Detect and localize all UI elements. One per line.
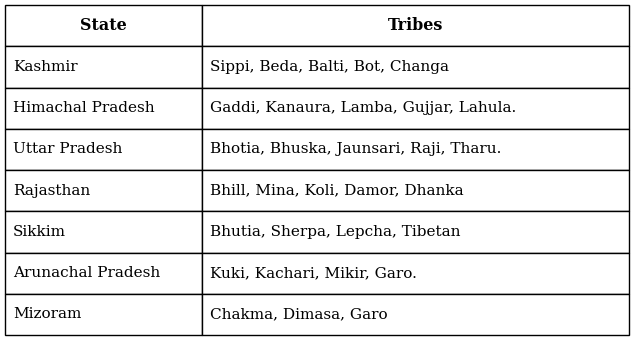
Text: Sikkim: Sikkim bbox=[13, 225, 66, 239]
Text: Himachal Pradesh: Himachal Pradesh bbox=[13, 101, 155, 115]
Text: Rajasthan: Rajasthan bbox=[13, 184, 90, 198]
Text: Gaddi, Kanaura, Lamba, Gujjar, Lahula.: Gaddi, Kanaura, Lamba, Gujjar, Lahula. bbox=[210, 101, 516, 115]
Text: State: State bbox=[80, 17, 127, 34]
Text: Tribes: Tribes bbox=[387, 17, 443, 34]
Bar bbox=[202, 211, 629, 253]
Text: Kashmir: Kashmir bbox=[13, 60, 77, 74]
Bar bbox=[5, 211, 202, 253]
Bar bbox=[202, 294, 629, 335]
Bar bbox=[5, 129, 202, 170]
Text: Sippi, Beda, Balti, Bot, Changa: Sippi, Beda, Balti, Bot, Changa bbox=[210, 60, 449, 74]
Bar bbox=[5, 170, 202, 211]
Text: Arunachal Pradesh: Arunachal Pradesh bbox=[13, 266, 160, 280]
Bar bbox=[5, 253, 202, 294]
Bar bbox=[202, 46, 629, 87]
Text: Bhill, Mina, Koli, Damor, Dhanka: Bhill, Mina, Koli, Damor, Dhanka bbox=[210, 184, 463, 198]
Text: Mizoram: Mizoram bbox=[13, 307, 81, 321]
Text: Chakma, Dimasa, Garo: Chakma, Dimasa, Garo bbox=[210, 307, 387, 321]
Bar bbox=[5, 87, 202, 129]
Bar bbox=[202, 129, 629, 170]
Text: Kuki, Kachari, Mikir, Garo.: Kuki, Kachari, Mikir, Garo. bbox=[210, 266, 417, 280]
Bar bbox=[202, 170, 629, 211]
Text: Bhutia, Sherpa, Lepcha, Tibetan: Bhutia, Sherpa, Lepcha, Tibetan bbox=[210, 225, 460, 239]
Text: Bhotia, Bhuska, Jaunsari, Raji, Tharu.: Bhotia, Bhuska, Jaunsari, Raji, Tharu. bbox=[210, 142, 501, 156]
Bar bbox=[202, 87, 629, 129]
Bar bbox=[5, 5, 202, 46]
Bar bbox=[202, 5, 629, 46]
Bar bbox=[5, 294, 202, 335]
Text: Uttar Pradesh: Uttar Pradesh bbox=[13, 142, 122, 156]
Bar bbox=[202, 253, 629, 294]
Bar bbox=[5, 46, 202, 87]
